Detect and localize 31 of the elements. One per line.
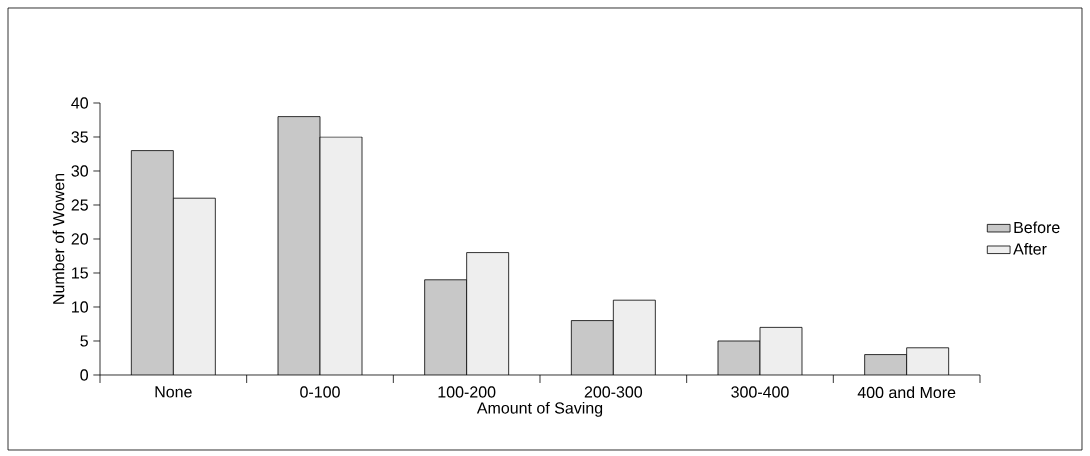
bar <box>906 347 950 375</box>
y-tick-label: 10 <box>72 301 89 313</box>
bar <box>320 136 363 375</box>
x-tick-label: 400 and More <box>857 386 956 399</box>
x-axis-title: Amount of Saving <box>476 401 603 417</box>
legend-label: After <box>1013 242 1047 255</box>
bar <box>571 320 614 375</box>
x-tick-label: None <box>155 386 192 398</box>
bar <box>278 116 321 375</box>
y-axis-title: Number of Wowen <box>52 173 65 304</box>
bar <box>613 300 656 375</box>
y-tick-label: 5 <box>80 335 88 347</box>
x-tick-label: 100-200 <box>438 386 496 398</box>
bar <box>760 327 802 375</box>
x-tick-label: 300-400 <box>731 386 789 398</box>
y-tick-label: 15 <box>72 267 88 279</box>
bar <box>718 340 760 375</box>
bar <box>131 150 174 375</box>
y-tick-label: 30 <box>71 165 89 177</box>
x-tick-label: 200-300 <box>584 386 643 398</box>
y-tick-label: 0 <box>80 369 89 381</box>
bar <box>173 198 216 375</box>
y-tick-label: 25 <box>71 199 88 211</box>
y-tick-label: 40 <box>71 97 89 109</box>
bar <box>424 279 467 375</box>
bar <box>864 354 908 375</box>
legend-label: Before <box>1014 221 1060 234</box>
x-tick-label: 0-100 <box>300 386 340 398</box>
y-tick-label: 35 <box>71 131 88 143</box>
bar <box>466 252 509 375</box>
y-tick-label: 20 <box>71 233 89 245</box>
